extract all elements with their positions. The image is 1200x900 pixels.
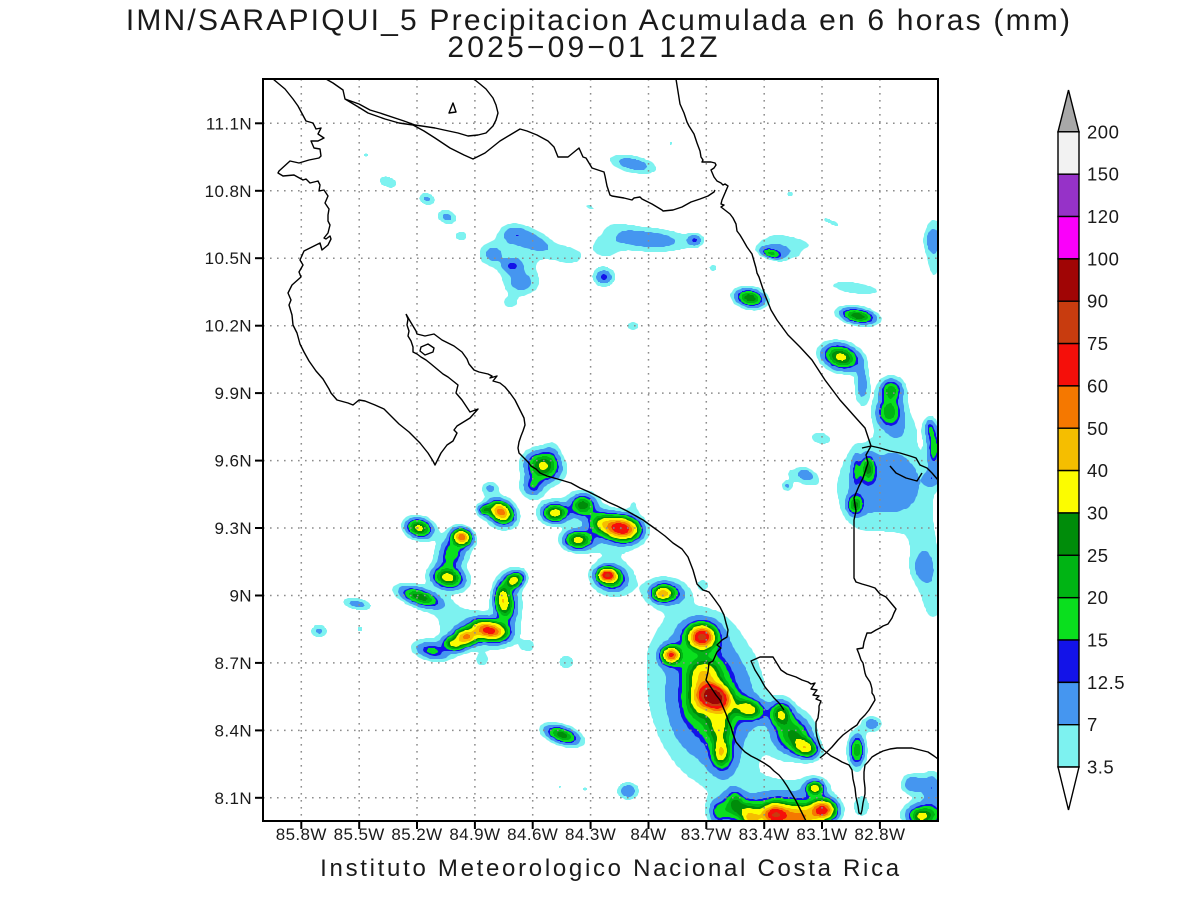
svg-text:IMN/SARAPIQUI_5 Precipitacion: IMN/SARAPIQUI_5 Precipitacion Acumulada …	[126, 4, 1072, 37]
svg-text:84.9W: 84.9W	[449, 825, 500, 844]
svg-text:7: 7	[1087, 714, 1098, 735]
svg-text:85.8W: 85.8W	[276, 825, 327, 844]
svg-text:200: 200	[1087, 121, 1119, 142]
svg-text:84.6W: 84.6W	[507, 825, 558, 844]
svg-text:50: 50	[1087, 418, 1109, 439]
svg-text:20: 20	[1087, 587, 1109, 608]
svg-text:Instituto Meteorologico Nacion: Instituto Meteorologico Nacional Costa R…	[320, 855, 902, 882]
svg-text:85.5W: 85.5W	[334, 825, 385, 844]
svg-text:9N: 9N	[229, 587, 252, 606]
svg-text:85.2W: 85.2W	[391, 825, 442, 844]
svg-text:8.4N: 8.4N	[214, 721, 252, 740]
svg-text:15: 15	[1087, 630, 1109, 651]
svg-text:2025−09−01 12Z: 2025−09−01 12Z	[447, 31, 720, 64]
svg-text:10.2N: 10.2N	[205, 317, 252, 336]
svg-text:100: 100	[1087, 248, 1119, 269]
svg-text:84.3W: 84.3W	[565, 825, 616, 844]
svg-text:8.1N: 8.1N	[214, 789, 252, 808]
svg-text:83.1W: 83.1W	[796, 825, 847, 844]
svg-text:90: 90	[1087, 291, 1109, 312]
svg-text:9.6N: 9.6N	[214, 452, 252, 471]
svg-text:60: 60	[1087, 375, 1109, 396]
svg-text:83.7W: 83.7W	[681, 825, 732, 844]
svg-text:10.5N: 10.5N	[205, 249, 252, 268]
svg-text:8.7N: 8.7N	[214, 654, 252, 673]
svg-text:3.5: 3.5	[1087, 757, 1114, 778]
svg-text:9.9N: 9.9N	[214, 384, 252, 403]
svg-text:75: 75	[1087, 333, 1109, 354]
svg-text:84W: 84W	[630, 825, 666, 844]
svg-text:9.3N: 9.3N	[214, 519, 252, 538]
svg-text:11.1N: 11.1N	[206, 114, 252, 133]
svg-text:10.8N: 10.8N	[205, 182, 252, 201]
svg-text:12.5: 12.5	[1087, 672, 1125, 693]
svg-text:83.4W: 83.4W	[739, 825, 790, 844]
svg-text:30: 30	[1087, 503, 1109, 524]
svg-text:120: 120	[1087, 206, 1119, 227]
svg-text:40: 40	[1087, 460, 1109, 481]
svg-text:150: 150	[1087, 164, 1119, 185]
svg-text:25: 25	[1087, 545, 1109, 566]
svg-text:82.8W: 82.8W	[854, 825, 905, 844]
